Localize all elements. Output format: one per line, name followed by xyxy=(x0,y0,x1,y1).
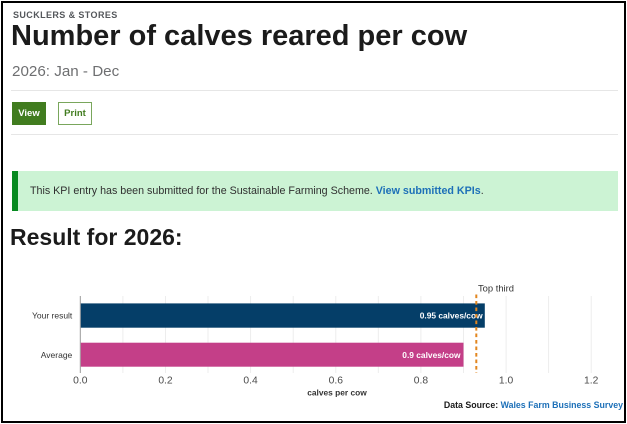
svg-text:0.6: 0.6 xyxy=(329,376,344,387)
svg-text:0.9 calves/cow: 0.9 calves/cow xyxy=(402,350,461,360)
svg-text:1.2: 1.2 xyxy=(584,376,599,387)
svg-text:0.4: 0.4 xyxy=(243,376,258,387)
svg-text:calves per cow: calves per cow xyxy=(307,387,367,397)
svg-text:0.0: 0.0 xyxy=(73,376,88,387)
svg-text:0.8: 0.8 xyxy=(414,376,429,387)
svg-text:1.0: 1.0 xyxy=(499,376,514,387)
svg-text:0.2: 0.2 xyxy=(158,376,173,387)
svg-text:0.95 calves/cow: 0.95 calves/cow xyxy=(420,311,483,321)
svg-text:Your result: Your result xyxy=(32,311,73,321)
svg-text:Average: Average xyxy=(41,350,73,360)
svg-text:Top third: Top third xyxy=(478,282,514,293)
